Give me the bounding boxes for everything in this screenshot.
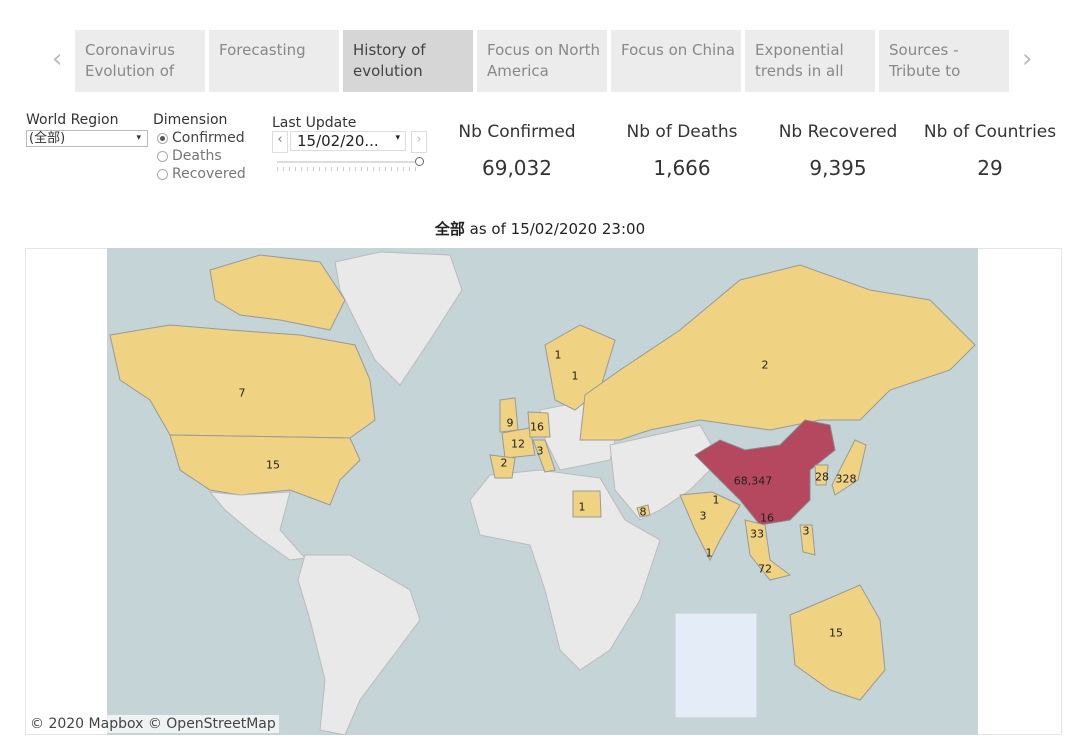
map-label[interactable]: 328 [835, 472, 857, 486]
australia[interactable] [789, 584, 886, 701]
radio-label: Deaths [172, 148, 222, 164]
southeast-asia[interactable] [744, 519, 792, 581]
map-label[interactable]: 9 [506, 416, 514, 430]
france[interactable] [501, 427, 536, 459]
map-label[interactable]: 28 [815, 470, 829, 484]
china[interactable] [694, 419, 836, 526]
tab-focus-china[interactable]: Focus on China [611, 30, 741, 92]
kpi-recovered-value: 9,395 [809, 156, 867, 180]
last-update-value: 15/02/20... [297, 132, 379, 150]
tab-focus-north-america[interactable]: Focus on North America [477, 30, 607, 92]
tab-history-of-evolution[interactable]: History of evolution [343, 30, 473, 92]
kpi-countries-value: 29 [977, 156, 1003, 180]
map-label[interactable]: 3 [699, 509, 707, 523]
chevron-down-icon: ▾ [136, 133, 141, 143]
radio-label: Recovered [172, 166, 246, 182]
spain[interactable] [489, 454, 516, 479]
map-label[interactable]: 8 [639, 505, 647, 519]
radio-icon [157, 168, 168, 180]
world-region-label: World Region [26, 112, 119, 128]
kpi-deaths-label: Nb of Deaths [626, 122, 738, 142]
africa[interactable] [469, 469, 661, 671]
tab-coronavirus-evolution[interactable]: Coronavirus Evolution of [75, 30, 205, 92]
kpi-deaths-value: 1,666 [653, 156, 711, 180]
map-label[interactable]: 15 [829, 626, 843, 640]
world-map[interactable] [107, 248, 978, 735]
canada[interactable] [109, 324, 376, 439]
map-title: 全部 as of 15/02/2020 23:00 [0, 218, 1080, 239]
chevron-down-icon: ▾ [395, 133, 400, 143]
map-label[interactable]: 1 [571, 369, 579, 383]
map-label[interactable]: 1 [712, 493, 720, 507]
radio-icon [157, 150, 168, 162]
date-slider-ticks [277, 167, 417, 171]
egypt[interactable] [572, 490, 602, 518]
kpi-recovered-label: Nb Recovered [778, 122, 898, 142]
tab-forecasting[interactable]: Forecasting [209, 30, 339, 92]
russia[interactable] [579, 264, 976, 441]
date-prev-button[interactable]: ‹ [272, 131, 288, 153]
map-label[interactable]: 12 [511, 437, 525, 451]
map-title-region: 全部 [434, 220, 465, 238]
radio-deaths[interactable]: Deaths [157, 148, 222, 164]
philippines[interactable] [799, 524, 816, 556]
map-label[interactable]: 7 [238, 386, 246, 400]
greenland[interactable] [334, 251, 463, 386]
japan[interactable] [831, 439, 867, 496]
radio-label: Confirmed [172, 130, 245, 146]
map-label[interactable]: 1 [705, 546, 713, 560]
italy[interactable] [532, 439, 556, 473]
map-label[interactable]: 16 [760, 511, 774, 525]
map-attribution[interactable]: © 2020 Mapbox © OpenStreetMap [27, 715, 279, 733]
tabs-next-arrow[interactable]: › [1022, 44, 1033, 74]
map-label[interactable]: 15 [266, 458, 280, 472]
usa[interactable] [169, 434, 361, 506]
map-label[interactable]: 3 [802, 524, 810, 538]
dimension-label: Dimension [153, 112, 228, 128]
date-next-button[interactable]: › [411, 131, 427, 153]
inset-map[interactable] [674, 612, 758, 719]
kpi-confirmed-label: Nb Confirmed [458, 122, 576, 142]
map-label[interactable]: 2 [761, 358, 769, 372]
map-label[interactable]: 33 [750, 527, 764, 541]
tab-sources[interactable]: Sources - Tribute to [879, 30, 1009, 92]
map-label[interactable]: 68,347 [733, 474, 773, 488]
date-slider-handle[interactable] [415, 157, 424, 166]
middle-central-asia[interactable] [609, 424, 721, 521]
tabs-prev-arrow[interactable]: ‹ [52, 44, 63, 74]
tab-exponential-trends[interactable]: Exponential trends in all [745, 30, 875, 92]
germany[interactable] [527, 411, 551, 438]
map-title-date: as of 15/02/2020 23:00 [464, 220, 646, 238]
uae[interactable] [636, 504, 651, 518]
kpi-confirmed-value: 69,032 [482, 156, 552, 180]
date-slider-track[interactable] [277, 161, 417, 163]
radio-selected-icon [157, 132, 168, 144]
last-update-dropdown[interactable]: 15/02/20... ▾ [290, 131, 406, 151]
map-label[interactable]: 16 [530, 420, 544, 434]
world-region-dropdown[interactable]: (全部) ▾ [26, 130, 148, 147]
radio-confirmed[interactable]: Confirmed [157, 130, 245, 146]
world-region-value: (全部) [29, 131, 66, 146]
korea[interactable] [814, 464, 829, 486]
radio-recovered[interactable]: Recovered [157, 166, 246, 182]
map-label[interactable]: 2 [500, 456, 508, 470]
map-label[interactable]: 1 [554, 348, 562, 362]
kpi-countries-label: Nb of Countries [923, 122, 1057, 142]
map-label[interactable]: 72 [758, 562, 772, 576]
last-update-label: Last Update [272, 115, 357, 131]
map-label[interactable]: 3 [536, 444, 544, 458]
canada-arctic-islands[interactable] [209, 254, 346, 331]
south-america[interactable] [297, 554, 421, 735]
india[interactable] [679, 491, 741, 562]
map-label[interactable]: 1 [578, 500, 586, 514]
